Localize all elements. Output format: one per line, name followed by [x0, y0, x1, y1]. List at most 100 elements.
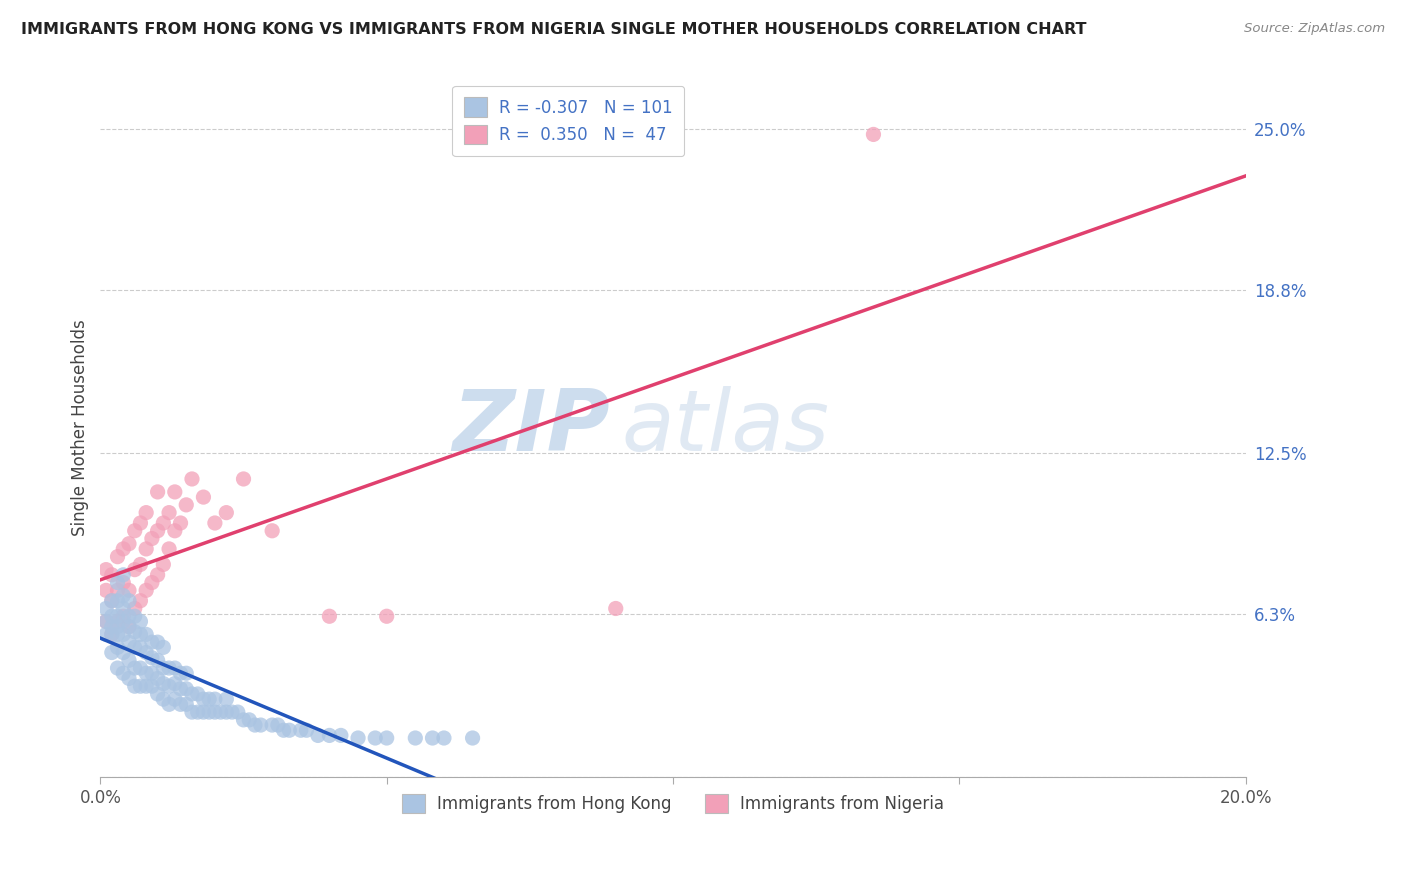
- Point: [163, 661, 186, 675]
- Point: [157, 698, 180, 712]
- Point: [193, 705, 215, 719]
- Point: [193, 490, 215, 504]
- Point: [152, 516, 174, 530]
- Point: [135, 627, 157, 641]
- Point: [193, 692, 215, 706]
- Point: [152, 676, 174, 690]
- Point: [107, 609, 129, 624]
- Point: [129, 615, 152, 629]
- Point: [146, 672, 169, 686]
- Point: [169, 516, 191, 530]
- Point: [262, 524, 284, 538]
- Point: [118, 619, 141, 633]
- Y-axis label: Single Mother Households: Single Mother Households: [72, 318, 89, 535]
- Point: [273, 723, 295, 738]
- Point: [163, 676, 186, 690]
- Point: [94, 615, 117, 629]
- Point: [118, 537, 141, 551]
- Point: [107, 549, 129, 564]
- Point: [135, 666, 157, 681]
- Point: [209, 705, 232, 719]
- Point: [124, 601, 146, 615]
- Point: [94, 615, 117, 629]
- Point: [107, 661, 129, 675]
- Point: [94, 601, 117, 615]
- Point: [198, 692, 221, 706]
- Point: [107, 575, 129, 590]
- Point: [101, 619, 124, 633]
- Point: [262, 718, 284, 732]
- Point: [112, 575, 135, 590]
- Point: [124, 609, 146, 624]
- Point: [329, 728, 352, 742]
- Point: [141, 532, 163, 546]
- Point: [112, 567, 135, 582]
- Point: [461, 731, 484, 745]
- Point: [215, 705, 238, 719]
- Point: [215, 692, 238, 706]
- Point: [101, 609, 124, 624]
- Point: [141, 635, 163, 649]
- Point: [204, 705, 226, 719]
- Point: [107, 593, 129, 607]
- Point: [112, 666, 135, 681]
- Point: [118, 635, 141, 649]
- Point: [101, 567, 124, 582]
- Point: [129, 516, 152, 530]
- Point: [118, 672, 141, 686]
- Point: [141, 575, 163, 590]
- Point: [204, 692, 226, 706]
- Point: [146, 635, 169, 649]
- Point: [101, 593, 124, 607]
- Point: [129, 640, 152, 655]
- Point: [124, 640, 146, 655]
- Point: [232, 472, 254, 486]
- Text: Source: ZipAtlas.com: Source: ZipAtlas.com: [1244, 22, 1385, 36]
- Point: [101, 593, 124, 607]
- Point: [163, 524, 186, 538]
- Point: [226, 705, 249, 719]
- Point: [169, 666, 191, 681]
- Point: [364, 731, 387, 745]
- Point: [135, 679, 157, 693]
- Point: [146, 484, 169, 499]
- Point: [129, 558, 152, 572]
- Point: [135, 506, 157, 520]
- Point: [238, 713, 260, 727]
- Point: [112, 589, 135, 603]
- Point: [174, 498, 197, 512]
- Point: [249, 718, 271, 732]
- Point: [107, 640, 129, 655]
- Point: [129, 593, 152, 607]
- Point: [112, 541, 135, 556]
- Point: [307, 728, 329, 742]
- Point: [152, 661, 174, 675]
- Point: [112, 601, 135, 615]
- Point: [118, 653, 141, 667]
- Point: [152, 640, 174, 655]
- Point: [174, 666, 197, 681]
- Point: [124, 624, 146, 639]
- Point: [375, 731, 398, 745]
- Point: [141, 650, 163, 665]
- Point: [278, 723, 301, 738]
- Point: [112, 646, 135, 660]
- Point: [107, 583, 129, 598]
- Point: [94, 563, 117, 577]
- Point: [163, 484, 186, 499]
- Point: [118, 593, 141, 607]
- Point: [94, 627, 117, 641]
- Point: [124, 524, 146, 538]
- Point: [118, 609, 141, 624]
- Point: [146, 687, 169, 701]
- Point: [118, 619, 141, 633]
- Point: [187, 705, 209, 719]
- Point: [152, 692, 174, 706]
- Text: atlas: atlas: [621, 385, 830, 468]
- Point: [101, 627, 124, 641]
- Text: IMMIGRANTS FROM HONG KONG VS IMMIGRANTS FROM NIGERIA SINGLE MOTHER HOUSEHOLDS CO: IMMIGRANTS FROM HONG KONG VS IMMIGRANTS …: [21, 22, 1087, 37]
- Point: [605, 601, 627, 615]
- Point: [124, 661, 146, 675]
- Point: [141, 666, 163, 681]
- Point: [112, 609, 135, 624]
